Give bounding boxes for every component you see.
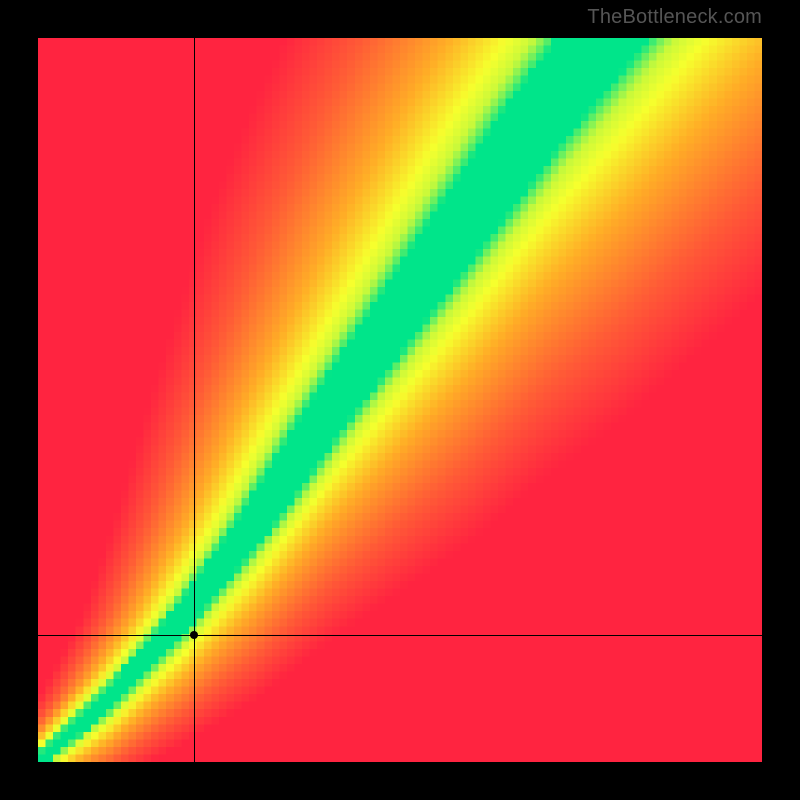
bottleneck-heatmap (38, 38, 762, 762)
crosshair-vertical (194, 38, 195, 762)
marker-dot (190, 631, 198, 639)
chart-container: TheBottleneck.com (0, 0, 800, 800)
watermark-text: TheBottleneck.com (587, 6, 762, 29)
crosshair-horizontal (38, 635, 762, 636)
plot-area (38, 38, 762, 762)
